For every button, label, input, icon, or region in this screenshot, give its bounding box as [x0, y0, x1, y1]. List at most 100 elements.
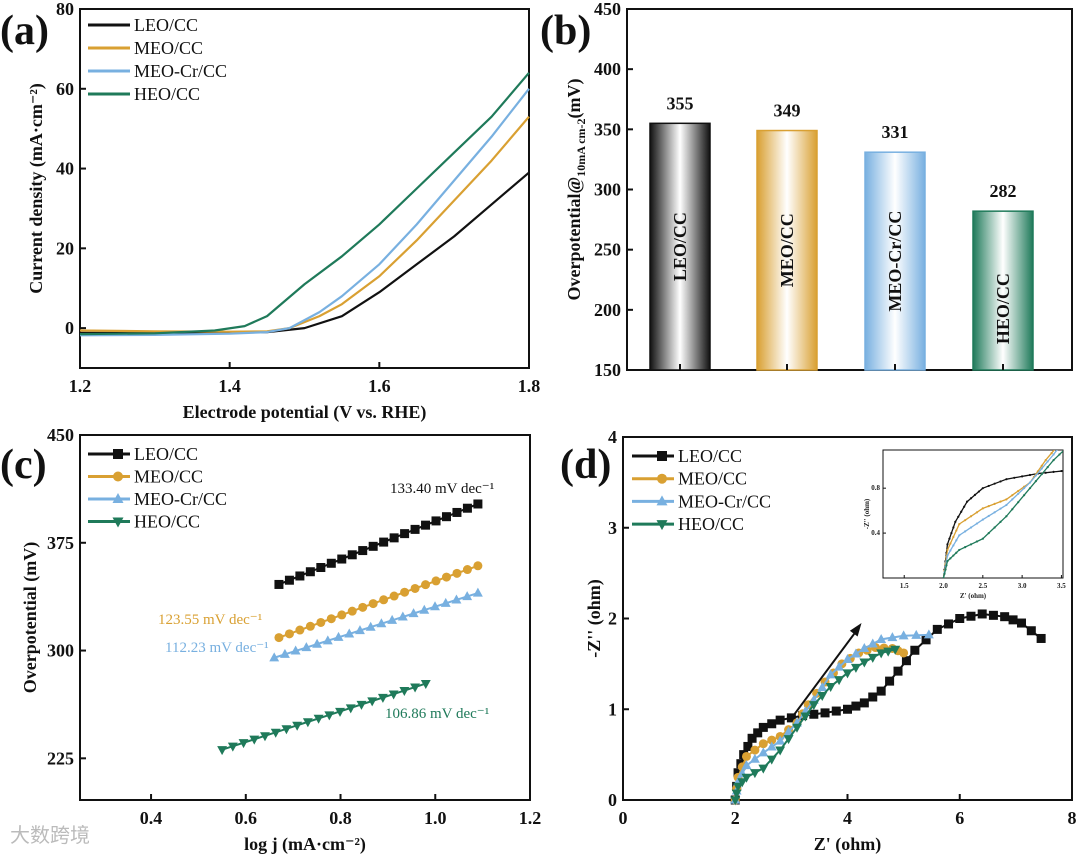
d-inset-data-point: [1005, 498, 1008, 501]
c-data-point: [322, 635, 333, 645]
c-legend-marker: [112, 517, 124, 528]
c-data-point: [326, 614, 336, 624]
c-data-point: [441, 512, 451, 522]
d-inset-data-point: [964, 530, 967, 533]
d-data-point: [887, 632, 898, 642]
d-inset-data-point: [981, 507, 984, 510]
d-inset-data-point: [1028, 487, 1032, 490]
c-data-point: [400, 587, 410, 597]
c-data-point: [358, 602, 368, 612]
c-legend-marker: [112, 493, 124, 503]
b-y-title-tail: (mV): [564, 78, 585, 118]
b-bar-category-label: MEO-Cr/CC: [885, 211, 905, 312]
c-data-point: [389, 533, 399, 543]
d-data-point: [741, 773, 752, 783]
d-inset-y-axis-title: -Z'' (ohm): [863, 498, 871, 529]
b-y-tick-label: 350: [594, 119, 621, 139]
a-legend-label: MEO/CC: [134, 38, 203, 58]
d-inset-data-point: [942, 576, 945, 578]
d-inset-data-point: [958, 534, 961, 537]
d-data-point: [767, 735, 777, 745]
d-data-point: [750, 745, 760, 755]
d-data-point: [733, 782, 744, 792]
c-data-point: [421, 520, 431, 530]
a-legend-label: LEO/CC: [134, 15, 198, 35]
d-inset-x-tick-label: 3.0: [1018, 582, 1027, 590]
d-inset-data-point: [993, 502, 996, 505]
d-x-tick-label: 8: [1068, 808, 1077, 828]
d-data-point: [923, 629, 934, 639]
c-data-point: [431, 576, 441, 586]
panel-c: 0.4 0.6 0.8 1.0 1.2 225 300 375 450 133.40 mV dec…: [20, 425, 541, 855]
d-inset-data-point: [1022, 487, 1026, 490]
c-data-point: [284, 575, 294, 585]
b-bar-category-label: LEO/CC: [670, 212, 690, 281]
d-x-tick-label: 4: [843, 808, 852, 828]
d-data-point: [921, 635, 931, 645]
c-x-tick-label: 0.8: [329, 808, 352, 828]
d-inset-data-point: [981, 537, 984, 540]
d-data-point: [775, 715, 785, 725]
d-data-point: [775, 746, 786, 756]
d-data-point: [859, 658, 870, 668]
c-data-point: [358, 546, 368, 556]
d-series-line: [734, 612, 1042, 801]
d-inset-data-point: [1005, 478, 1008, 481]
b-bar: [864, 151, 926, 371]
d-inset-data-point: [981, 487, 984, 490]
c-legend-label: LEO/CC: [134, 444, 198, 464]
a-x-tick-label: 1.8: [518, 376, 541, 396]
c-data-point: [305, 621, 315, 631]
c-y-tick-label: 450: [47, 425, 74, 445]
d-legend-marker: [656, 495, 668, 506]
c-data-point: [421, 580, 431, 590]
d-inset-curves: [942, 425, 1076, 578]
d-data-point: [899, 648, 909, 658]
d-data-point: [966, 611, 976, 621]
b-value-label: 282: [990, 181, 1017, 201]
d-inset-x-tick-label: 2.0: [939, 582, 948, 590]
b-bar-category-label: HEO/CC: [993, 273, 1013, 344]
a-x-axis-title: Electrode potential (V vs. RHE): [183, 402, 427, 423]
d-data-point: [800, 712, 811, 722]
c-data-point: [356, 700, 367, 710]
d-inset-data-point: [950, 531, 953, 535]
d-data-point: [901, 656, 911, 666]
d-data-point: [890, 645, 901, 655]
c-data-point: [420, 680, 431, 690]
d-inset-data-point: [969, 497, 973, 500]
c-data-point: [399, 686, 410, 696]
d-inset-data-point: [952, 535, 955, 539]
c-data-point: [368, 599, 378, 609]
d-inset-data-point: [952, 526, 955, 529]
d-inset-data-point: [1074, 425, 1076, 427]
c-data-point: [431, 516, 441, 526]
d-inset-data-point: [1044, 459, 1047, 462]
c-legend-marker: [113, 449, 123, 459]
c-data-point: [400, 529, 410, 539]
c-data-point: [313, 714, 324, 724]
d-y-tick-label: 4: [608, 427, 617, 447]
d-inset-data-point: [1068, 431, 1070, 433]
d-inset-data-point: [1068, 469, 1070, 471]
d-inset-data-point: [1022, 494, 1026, 497]
c-data-point: [452, 507, 462, 517]
c-data-point: [290, 645, 301, 655]
c-x-tick-label: 0.6: [235, 808, 258, 828]
d-x-tick-label: 0: [619, 808, 628, 828]
c-data-point: [397, 611, 408, 621]
d-x-tick-label: 2: [731, 808, 740, 828]
c-data-point: [410, 524, 420, 534]
d-inset-data-point: [1028, 473, 1032, 477]
d-data-point: [775, 735, 786, 745]
c-data-point: [324, 711, 335, 721]
b-bar-category-label: MEO/CC: [777, 213, 797, 287]
panel-label-c: (c): [0, 442, 47, 488]
b-y-title-sub: 10mA cm-2: [574, 118, 588, 176]
c-data-point: [337, 554, 347, 564]
c-data-point: [269, 652, 280, 662]
d-data-point: [842, 653, 853, 663]
c-x-tick-label: 1.0: [424, 808, 447, 828]
c-y-tick-label: 300: [47, 641, 74, 661]
c-tafel-slope-annotation: 112.23 mV dec⁻¹: [165, 640, 269, 656]
